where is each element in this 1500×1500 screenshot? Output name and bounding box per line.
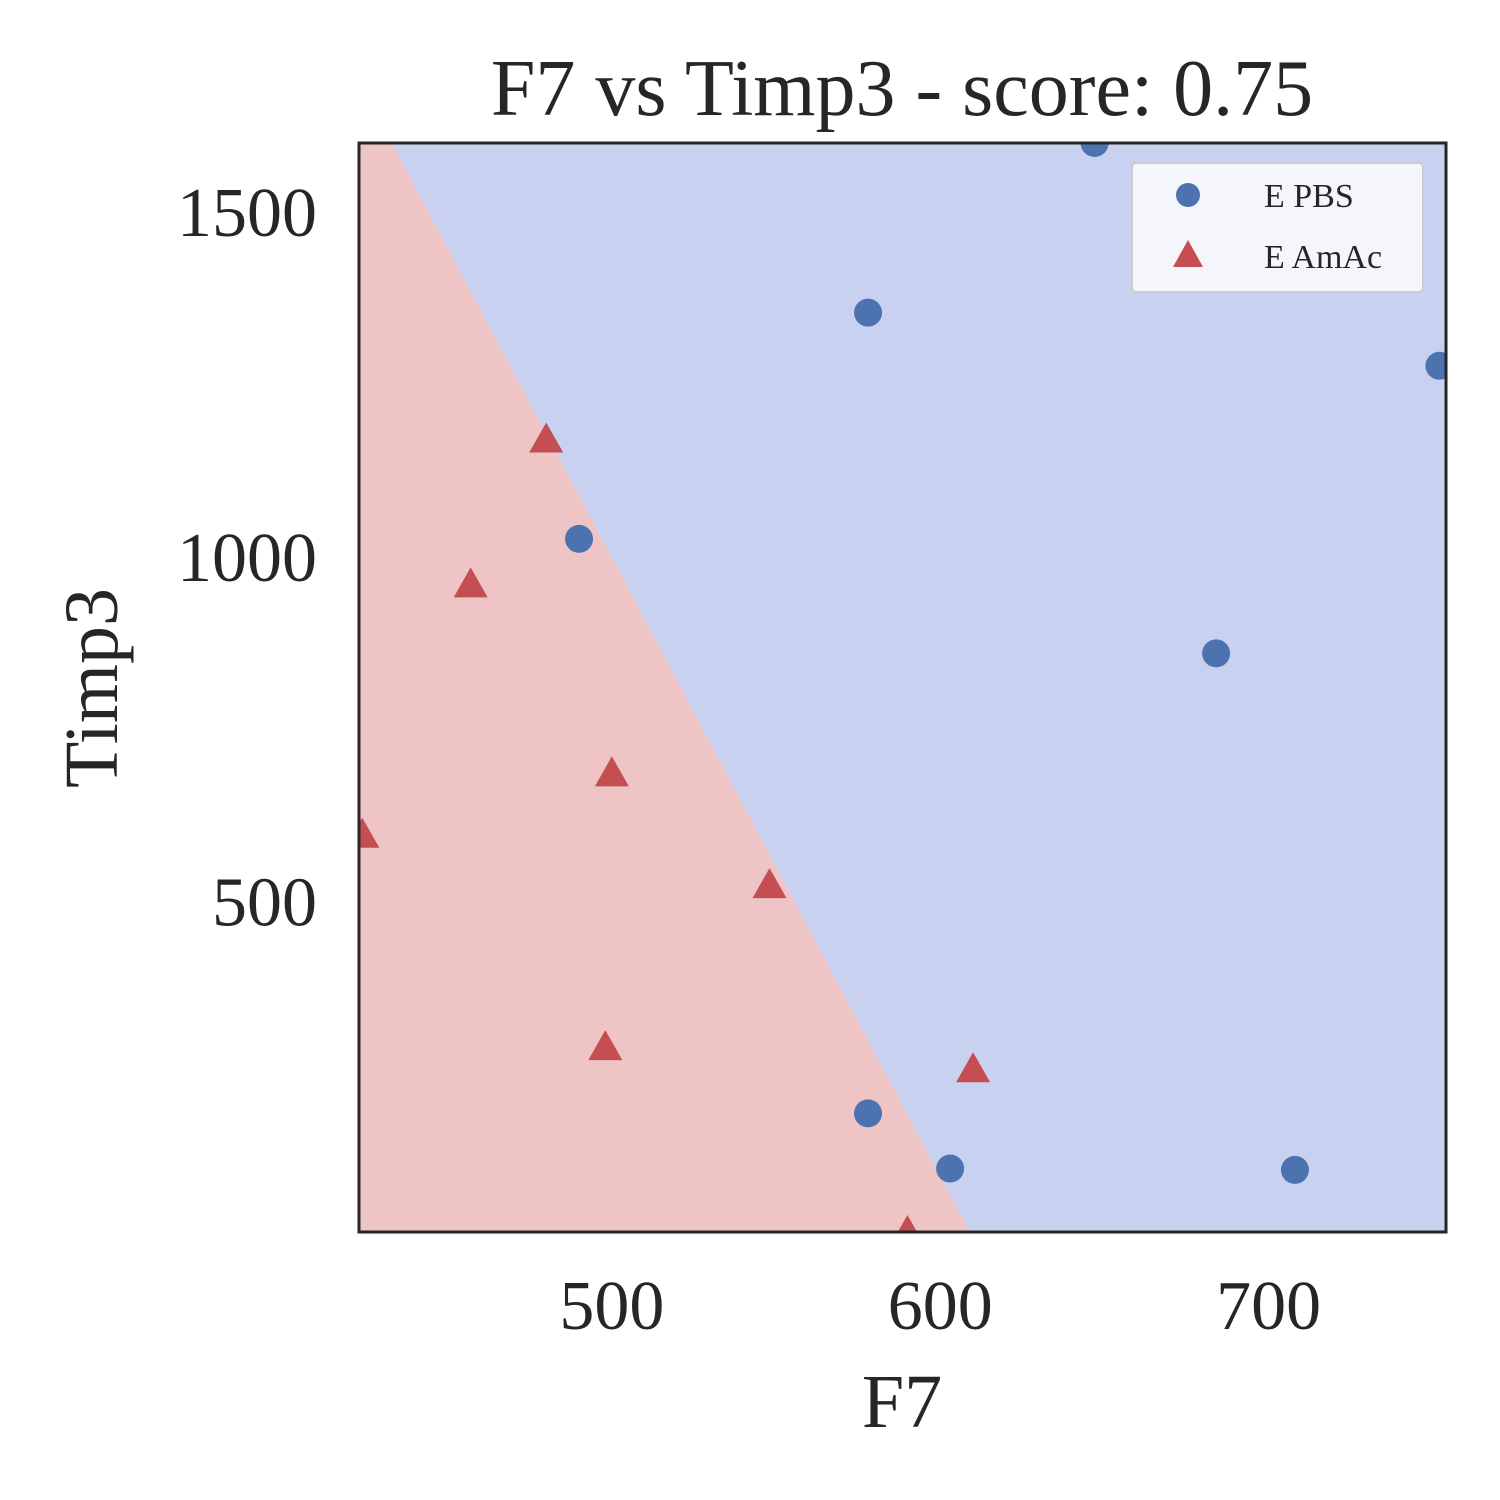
data-point-e-pbs: [1425, 351, 1446, 380]
data-point-e-amac: [956, 1052, 991, 1083]
y-tick-label: 500: [212, 865, 317, 942]
legend-label-amac: E AmAc: [1264, 239, 1382, 276]
data-points: [359, 143, 1446, 1232]
x-tick-label: 600: [888, 1268, 993, 1345]
data-point-e-pbs: [565, 524, 594, 553]
data-point-e-pbs: [854, 1099, 883, 1128]
x-tick-label: 700: [1216, 1268, 1321, 1345]
data-point-e-amac: [897, 1215, 918, 1232]
data-point-e-amac: [359, 817, 380, 848]
data-point-e-amac: [594, 756, 629, 787]
plot-frame: [357, 141, 1448, 1234]
chart-title: F7 vs Timp3 - score: 0.75: [491, 45, 1313, 133]
data-point-e-amac: [752, 868, 787, 899]
decision-region-amac: [359, 143, 970, 1232]
legend-marker-pbs: [1176, 183, 1200, 207]
legend: E PBS E AmAc: [1131, 162, 1424, 293]
data-point-e-amac: [588, 1030, 623, 1061]
x-tick-label: 500: [559, 1268, 664, 1345]
x-axis-ticks: 500 600 700: [559, 1268, 1321, 1345]
y-axis-label: Timp3: [50, 588, 134, 788]
legend-marker-amac: [1173, 240, 1203, 267]
data-point-e-pbs: [1202, 639, 1231, 668]
data-point-e-pbs: [936, 1154, 965, 1183]
legend-box: [1131, 162, 1424, 293]
data-point-e-pbs: [1080, 143, 1109, 157]
y-tick-label: 1000: [177, 520, 317, 597]
decision-region-pbs: [391, 143, 1447, 1232]
data-point-e-pbs: [1280, 1155, 1309, 1184]
x-axis-label: F7: [862, 1360, 942, 1444]
data-point-e-pbs: [854, 298, 883, 327]
plot-area: [357, 141, 1448, 1234]
data-point-e-amac: [453, 567, 488, 598]
y-axis-ticks: 500 1000 1500: [177, 175, 317, 942]
y-tick-label: 1500: [177, 175, 317, 252]
data-point-e-amac: [529, 422, 564, 453]
legend-label-pbs: E PBS: [1264, 178, 1354, 215]
